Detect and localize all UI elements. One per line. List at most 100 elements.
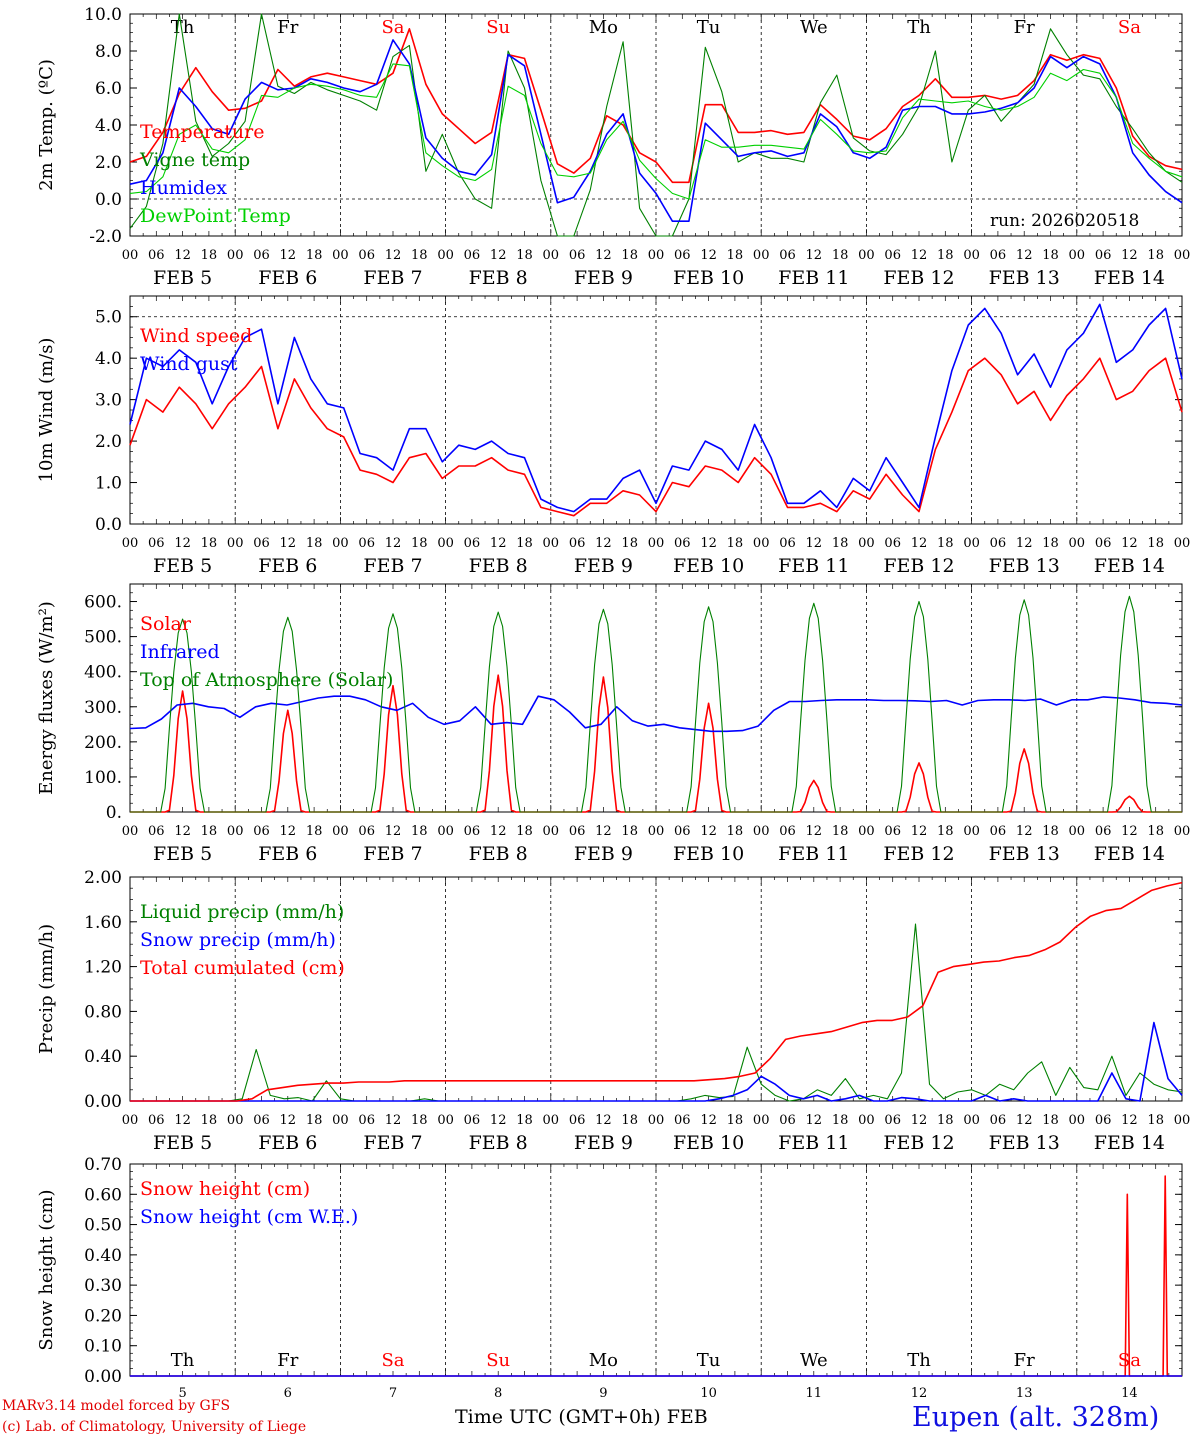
weekday-label: Tu <box>697 1350 721 1371</box>
x-date-label: FEB 12 <box>883 1132 954 1154</box>
x-hour-label: 12 <box>385 1113 402 1128</box>
y-tick-label: 0.00 <box>84 1367 122 1387</box>
x-hour-label: 18 <box>201 248 218 263</box>
x-hour-label: 12 <box>1016 1113 1033 1128</box>
legend-entry: Vigne temp <box>139 149 250 171</box>
y-tick-label: 2.00 <box>84 868 122 888</box>
y-tick-label: 3.0 <box>95 391 122 411</box>
series-line-total-cumulated-cm- <box>130 881 1183 1102</box>
x-hour-label: 00 <box>753 536 770 551</box>
y-tick-label: -2.0 <box>89 227 122 247</box>
x-hour-label: 18 <box>1147 536 1164 551</box>
x-date-label: FEB 11 <box>778 267 849 289</box>
panel-precip: 0.00 0.40 0.80 1.20 1.60 2.00 Precip (mm/h) 00 0… <box>36 868 1190 1154</box>
x-hour-label: 18 <box>1147 824 1164 839</box>
x-date-label: FEB 10 <box>673 843 744 865</box>
weekday-label: Sa <box>381 17 404 38</box>
x-hour-label: 12 <box>700 1113 717 1128</box>
x-hour-label: 06 <box>148 248 165 263</box>
x-hour-label: 06 <box>464 824 481 839</box>
weekday-label: Th <box>907 17 931 38</box>
x-hour-label: 18 <box>937 536 954 551</box>
y-tick-label: 4.0 <box>95 116 122 136</box>
y-tick-label: 400. <box>84 663 122 683</box>
weekday-label: Th <box>171 1350 195 1371</box>
x-hour-label: 06 <box>884 248 901 263</box>
x-day-number: 10 <box>700 1386 717 1401</box>
x-hour-label: 00 <box>963 536 980 551</box>
x-hour-label: 12 <box>280 1113 297 1128</box>
x-hour-label: 00 <box>227 248 244 263</box>
weekday-label: Th <box>907 1350 931 1371</box>
x-hour-label: 00 <box>648 1113 665 1128</box>
x-hour-label: 12 <box>174 824 191 839</box>
weekday-label: Fr <box>277 1350 298 1371</box>
x-hour-label: 06 <box>358 248 375 263</box>
weekday-label: Mo <box>589 1350 618 1371</box>
x-hour-label: 06 <box>1095 248 1112 263</box>
x-hour-label: 06 <box>884 1113 901 1128</box>
panel-wind: 0.0 1.0 2.0 3.0 4.0 5.0 10m Wind (m/s) 00 06 12 18… <box>36 295 1190 577</box>
x-hour-label: 00 <box>332 248 349 263</box>
weekday-label: Mo <box>589 17 618 38</box>
legend-entry: Top of Atmosphere (Solar) <box>140 669 393 691</box>
lab-credit: (c) Lab. of Climatology, University of L… <box>2 1419 307 1435</box>
x-day-number: 13 <box>1016 1386 1033 1401</box>
x-hour-label: 18 <box>306 824 323 839</box>
series-line-vigne-temp <box>129 13 1183 237</box>
x-hour-label: 06 <box>674 824 691 839</box>
panel-snow: 0.00 0.10 0.20 0.30 0.40 0.50 0.60 0.70 Snow hei… <box>36 1155 1183 1401</box>
x-date-label: FEB 7 <box>363 555 422 577</box>
x-hour-label: 12 <box>911 824 928 839</box>
x-hour-label: 06 <box>1095 824 1112 839</box>
legend-entry: Wind gust <box>140 353 238 375</box>
y-tick-label: 0.10 <box>84 1337 122 1357</box>
x-hour-label: 18 <box>306 1113 323 1128</box>
x-hour-label: 12 <box>490 536 507 551</box>
x-date-label: FEB 5 <box>153 843 212 865</box>
x-hour-label: 12 <box>174 536 191 551</box>
x-axis-title: Time UTC (GMT+0h) FEB <box>455 1406 708 1428</box>
x-hour-label: 18 <box>832 536 849 551</box>
x-hour-label: 12 <box>1016 536 1033 551</box>
x-date-label: FEB 8 <box>469 555 528 577</box>
x-hour-label: 06 <box>253 1113 270 1128</box>
x-hour-label: 00 <box>122 1113 139 1128</box>
x-hour-label: 06 <box>779 824 796 839</box>
x-hour-label: 18 <box>621 824 638 839</box>
x-date-label: FEB 7 <box>363 843 422 865</box>
legend-entry: Wind speed <box>140 325 252 347</box>
x-hour-label: 06 <box>674 1113 691 1128</box>
y-tick-label: 1.20 <box>84 958 122 978</box>
x-hour-label: 18 <box>516 248 533 263</box>
x-hour-label: 06 <box>464 1113 481 1128</box>
x-hour-label: 12 <box>490 248 507 263</box>
x-hour-label: 18 <box>201 1113 218 1128</box>
weekday-label: Sa <box>381 1350 404 1371</box>
x-date-label: FEB 8 <box>469 1132 528 1154</box>
series-line-snow-precip-mm-h- <box>130 1021 1183 1102</box>
x-hour-label: 12 <box>1016 248 1033 263</box>
x-axis-title-month: FEB <box>666 1406 708 1428</box>
legend-entry: Snow precip (mm/h) <box>140 929 336 951</box>
series-group <box>129 595 1183 813</box>
x-hour-label: 00 <box>1174 248 1191 263</box>
panel-temp: -2.0 0.0 2.0 4.0 6.0 8.0 10.0 2m Temp. (ºC) 00 06… <box>36 5 1190 289</box>
x-hour-label: 18 <box>621 536 638 551</box>
x-date-label: FEB 8 <box>469 267 528 289</box>
x-hour-label: 12 <box>595 824 612 839</box>
x-date-label: FEB 5 <box>153 1132 212 1154</box>
x-date-label: FEB 6 <box>258 555 317 577</box>
x-hour-label: 06 <box>674 536 691 551</box>
x-hour-label: 12 <box>280 824 297 839</box>
y-tick-label: 100. <box>84 768 122 788</box>
x-hour-label: 12 <box>700 248 717 263</box>
x-hour-label: 06 <box>1095 536 1112 551</box>
weekday-label: Fr <box>277 17 298 38</box>
x-hour-label: 00 <box>227 536 244 551</box>
x-hour-label: 00 <box>543 1113 560 1128</box>
x-hour-label: 00 <box>122 536 139 551</box>
x-day-number: 5 <box>178 1386 186 1401</box>
x-hour-label: 00 <box>753 248 770 263</box>
